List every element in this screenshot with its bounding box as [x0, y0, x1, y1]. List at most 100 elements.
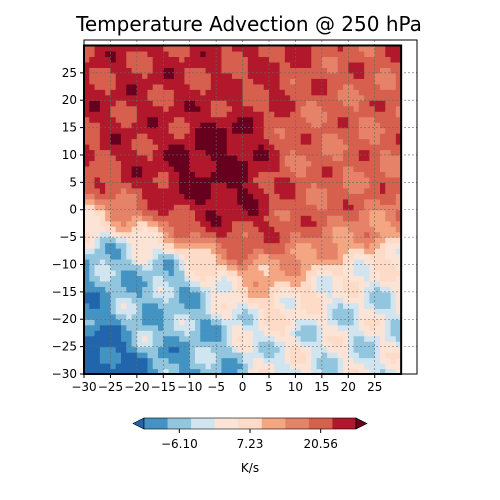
field-cell — [232, 61, 238, 68]
x-tick-label: 20 — [341, 380, 356, 394]
field-cell — [105, 248, 112, 255]
field-cell — [295, 154, 302, 162]
field-cell — [306, 122, 312, 129]
field-cell — [221, 231, 228, 238]
field-cell — [390, 111, 397, 118]
field-cell — [121, 330, 127, 337]
field-cell — [216, 363, 223, 370]
field-cell — [380, 154, 386, 162]
field-cell — [237, 313, 244, 320]
field-cell — [279, 56, 286, 63]
field-cell — [358, 78, 365, 85]
field-cell — [306, 50, 312, 58]
field-cell — [279, 215, 286, 222]
field-cell — [269, 341, 275, 348]
field-cell — [121, 286, 127, 293]
field-cell — [348, 363, 355, 370]
field-cell — [147, 83, 154, 90]
field-cell — [321, 291, 328, 298]
field-cell — [168, 220, 175, 227]
field-cell — [163, 291, 170, 298]
field-cell — [274, 182, 281, 189]
field-cell — [189, 269, 196, 277]
field-cell — [195, 72, 201, 79]
field-cell — [311, 209, 318, 216]
field-cell — [332, 280, 339, 287]
field-cell — [152, 160, 159, 167]
field-cell — [343, 100, 349, 107]
field-cell — [290, 165, 297, 173]
field-cell — [237, 259, 244, 266]
field-cell — [321, 127, 328, 134]
field-cell — [395, 176, 402, 183]
field-cell — [168, 89, 175, 96]
field-cell — [327, 324, 334, 331]
field-cell — [136, 297, 143, 304]
field-cell — [173, 209, 180, 216]
field-cell — [152, 133, 159, 140]
field-cell — [221, 154, 228, 162]
field-cell — [295, 280, 302, 287]
field-cell — [369, 127, 376, 134]
field-cell — [380, 187, 386, 194]
field-cell — [105, 78, 112, 85]
field-cell — [295, 242, 302, 249]
field-cell — [216, 220, 223, 227]
field-cell — [200, 122, 207, 129]
field-cell — [242, 280, 249, 287]
field-cell — [200, 193, 207, 200]
field-cell — [173, 363, 180, 370]
field-cell — [343, 138, 349, 145]
field-cell — [321, 330, 328, 337]
field-cell — [195, 275, 201, 282]
field-cell — [195, 198, 201, 205]
field-cell — [353, 237, 360, 244]
field-cell — [253, 67, 260, 74]
field-cell — [179, 78, 186, 85]
field-cell — [316, 89, 323, 96]
field-cell — [385, 302, 392, 309]
field-cell — [269, 56, 275, 63]
field-cell — [147, 368, 154, 375]
field-cell — [94, 61, 101, 68]
field-cell — [158, 105, 164, 112]
field-cell — [168, 237, 175, 244]
field-cell — [99, 176, 106, 183]
field-cell — [369, 165, 376, 173]
field-cell — [300, 319, 307, 326]
field-cell — [353, 226, 360, 233]
field-cell — [369, 215, 376, 222]
field-cell — [221, 204, 228, 211]
field-cell — [284, 160, 291, 167]
field-cell — [210, 187, 217, 194]
field-cell — [332, 78, 339, 85]
field-cell — [300, 133, 307, 140]
field-cell — [269, 269, 275, 277]
field-cell — [126, 72, 133, 79]
field-cell — [184, 357, 191, 364]
field-cell — [136, 78, 143, 85]
field-cell — [358, 242, 365, 249]
field-cell — [226, 100, 233, 107]
x-tick-label: −15 — [151, 380, 176, 394]
field-cell — [168, 280, 175, 287]
field-cell — [242, 61, 249, 68]
field-cell — [200, 100, 207, 107]
field-cell — [221, 50, 228, 58]
field-cell — [136, 341, 143, 348]
field-cell — [99, 105, 106, 112]
field-cell — [136, 209, 143, 216]
field-cell — [332, 149, 339, 156]
field-cell — [94, 56, 101, 63]
field-cell — [306, 319, 312, 326]
field-cell — [274, 133, 281, 140]
field-cell — [136, 275, 143, 282]
field-cell — [311, 198, 318, 205]
field-cell — [105, 220, 112, 227]
field-cell — [184, 209, 191, 216]
field-cell — [232, 368, 238, 375]
field-cell — [89, 105, 96, 112]
field-cell — [163, 61, 170, 68]
field-cell — [279, 319, 286, 326]
field-cell — [232, 45, 238, 52]
